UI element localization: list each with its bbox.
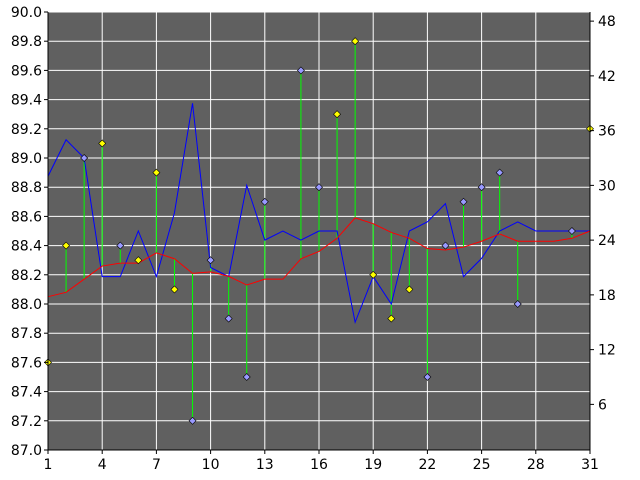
y-right-tick-label: 18 — [598, 288, 616, 304]
y-left-tick-label: 88.8 — [11, 180, 42, 196]
x-tick-label: 10 — [202, 457, 220, 473]
x-tick-label: 13 — [256, 457, 274, 473]
x-tick-label: 16 — [310, 457, 328, 473]
y-left-tick-label: 90.0 — [11, 5, 42, 21]
y-left-tick-label: 87.8 — [11, 326, 42, 342]
data-point-marker — [477, 183, 486, 192]
y-left-tick-label: 87.2 — [11, 414, 42, 430]
data-point-marker — [315, 183, 323, 192]
x-tick-label: 7 — [152, 457, 161, 473]
data-point-marker — [333, 110, 341, 119]
y-left-tick-label: 89.2 — [11, 122, 42, 138]
x-tick-label: 22 — [418, 457, 436, 473]
data-point-marker — [297, 66, 305, 75]
data-point-marker — [80, 154, 89, 162]
y-right-tick-label: 42 — [598, 69, 616, 85]
x-tick-label: 19 — [364, 457, 382, 473]
y-left-tick-label: 88.2 — [11, 268, 42, 284]
x-tick-label: 1 — [44, 457, 53, 473]
x-tick-label: 25 — [473, 457, 491, 473]
y-left-tick-label: 89.6 — [11, 63, 42, 79]
data-point-marker — [188, 416, 197, 425]
y-right-tick-label: 30 — [598, 178, 616, 194]
data-point-marker — [495, 168, 504, 177]
y-right-tick-label: 48 — [598, 14, 616, 30]
y-left-tick-label: 88.0 — [11, 297, 42, 313]
data-point-marker — [513, 300, 522, 308]
y-left-tick-label: 89.8 — [11, 34, 42, 50]
x-tick-label: 28 — [527, 457, 545, 473]
data-point-marker — [242, 373, 251, 381]
data-point-marker — [405, 285, 414, 294]
y-left-tick-label: 88.6 — [11, 209, 42, 225]
data-point-marker — [152, 168, 161, 177]
data-point-marker — [351, 37, 360, 46]
axes-group: 1 4 7 10 13 16 19 22 25 28 31 87.0 87.2 87.4 87.6 87.8 8… — [11, 5, 616, 473]
data-point-marker — [260, 197, 269, 206]
y-left-tick-label: 87.0 — [11, 443, 42, 459]
data-point-marker — [224, 314, 233, 323]
y-left-tick-label: 87.6 — [11, 355, 42, 371]
x-tick-label: 4 — [98, 457, 107, 473]
y-left-tick-label: 87.4 — [11, 385, 42, 401]
y-left-tick-label: 88.4 — [11, 239, 42, 255]
data-point-marker — [206, 256, 215, 265]
y-right-tick-label: 24 — [598, 233, 616, 249]
y-right-tick-label: 6 — [598, 397, 607, 413]
x-tick-label: 31 — [581, 457, 599, 473]
data-point-marker — [116, 241, 125, 250]
data-point-marker — [459, 197, 468, 206]
data-point-marker — [98, 139, 107, 148]
data-point-marker — [134, 256, 143, 265]
data-point-marker — [423, 373, 432, 381]
data-point-marker — [62, 241, 70, 250]
y-left-tick-label: 89.4 — [11, 93, 42, 109]
data-point-marker — [568, 227, 576, 235]
data-point-marker — [170, 285, 179, 294]
y-right-tick-label: 12 — [598, 343, 616, 359]
data-point-marker — [387, 314, 396, 323]
series-line-blue — [47, 103, 590, 325]
y-right-tick-label: 36 — [598, 124, 616, 140]
data-point-marker — [369, 270, 378, 279]
data-point-marker — [441, 241, 450, 250]
y-left-tick-label: 89.0 — [11, 151, 42, 167]
